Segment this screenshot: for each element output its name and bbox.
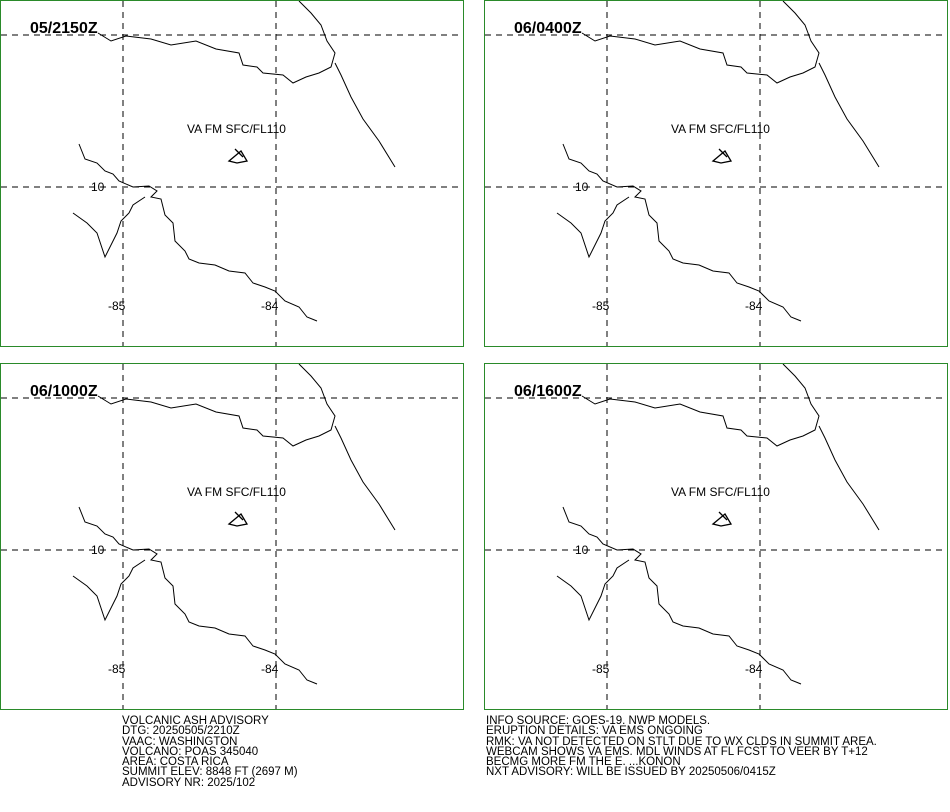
advisory-line: SUMMIT ELEV: 8848 FT (2697 M) [122, 766, 298, 779]
lon-label: -85 [592, 662, 610, 676]
ash-area [711, 148, 733, 164]
advisory-text: VOLCANIC ASH ADVISORY DTG: 20250505/2210Z… [122, 715, 298, 789]
advisory-line: RMK: VA NOT DETECTED ON STLT DUE TO WX C… [486, 735, 877, 748]
advisory-line: AREA: COSTA RICA [122, 756, 229, 769]
advisory-line: INFO SOURCE: GOES-19. NWP MODELS. [486, 715, 711, 727]
advisory-line: ADVISORY NR: 2025/102 [122, 776, 256, 789]
coastline [78, 143, 318, 322]
coastline [562, 506, 802, 685]
coastline [78, 506, 318, 685]
lat-label: 10 [575, 543, 589, 557]
ash-area [227, 148, 249, 164]
map [1, 364, 463, 709]
valid-time: 06/1000Z [30, 383, 98, 400]
coastline [581, 364, 820, 447]
advisory-line: VOLCANO: POAS 345040 [122, 745, 259, 758]
coastline [581, 1, 820, 84]
lon-label: -84 [745, 299, 763, 313]
ash-area [711, 511, 733, 527]
lat-label: 10 [91, 180, 105, 194]
advisory-line: ERUPTION DETAILS: VA EMS ONGOING [486, 725, 703, 738]
lon-label: -85 [108, 299, 126, 313]
map [485, 364, 947, 709]
map [485, 1, 947, 346]
advisory-line: VOLCANIC ASH ADVISORY [122, 715, 269, 727]
map-panel: 05/2150Z VA FM SFC/FL110 10 -85 -84 [0, 0, 464, 347]
lon-label: -85 [108, 662, 126, 676]
coastline [72, 559, 146, 622]
coastline [556, 196, 630, 259]
coastline [818, 425, 880, 531]
coastline [818, 62, 880, 168]
coastline [334, 425, 396, 531]
lon-label: -84 [261, 662, 279, 676]
coastline [97, 364, 336, 447]
coastline [97, 1, 336, 84]
coastline [334, 62, 396, 168]
lon-label: -85 [592, 299, 610, 313]
ash-area [227, 511, 249, 527]
ash-layer: VA FM SFC/FL110 [671, 122, 770, 136]
lon-label: -84 [745, 662, 763, 676]
advisory-line: DTG: 20250505/2210Z [122, 725, 240, 738]
ash-layer: VA FM SFC/FL110 [671, 485, 770, 499]
valid-time: 06/1600Z [514, 383, 582, 400]
valid-time: 05/2150Z [30, 20, 98, 37]
advisory-line: NXT ADVISORY: WILL BE ISSUED BY 20250506… [486, 766, 776, 779]
coastline [72, 196, 146, 259]
map-panel: 06/1600Z VA FM SFC/FL110 10 -85 -84 [484, 363, 948, 710]
map-panel: 06/0400Z VA FM SFC/FL110 10 -85 -84 [484, 0, 948, 347]
map-panel: 06/1000Z VA FM SFC/FL110 10 -85 -84 [0, 363, 464, 710]
ash-layer: VA FM SFC/FL110 [187, 122, 286, 136]
advisory-line: BECMG MORE FM THE E. ...KONON [486, 756, 681, 769]
coastline [562, 143, 802, 322]
lat-label: 10 [91, 543, 105, 557]
advisory-line: WEBCAM SHOWS VA EMS. MDL WINDS AT FL FCS… [486, 745, 868, 758]
lon-label: -84 [261, 299, 279, 313]
coastline [556, 559, 630, 622]
map [1, 1, 463, 346]
lat-label: 10 [575, 180, 589, 194]
advisory-text: INFO SOURCE: GOES-19. NWP MODELS. ERUPTIO… [486, 715, 877, 779]
valid-time: 06/0400Z [514, 20, 582, 37]
ash-layer: VA FM SFC/FL110 [187, 485, 286, 499]
advisory-line: VAAC: WASHINGTON [122, 735, 238, 748]
